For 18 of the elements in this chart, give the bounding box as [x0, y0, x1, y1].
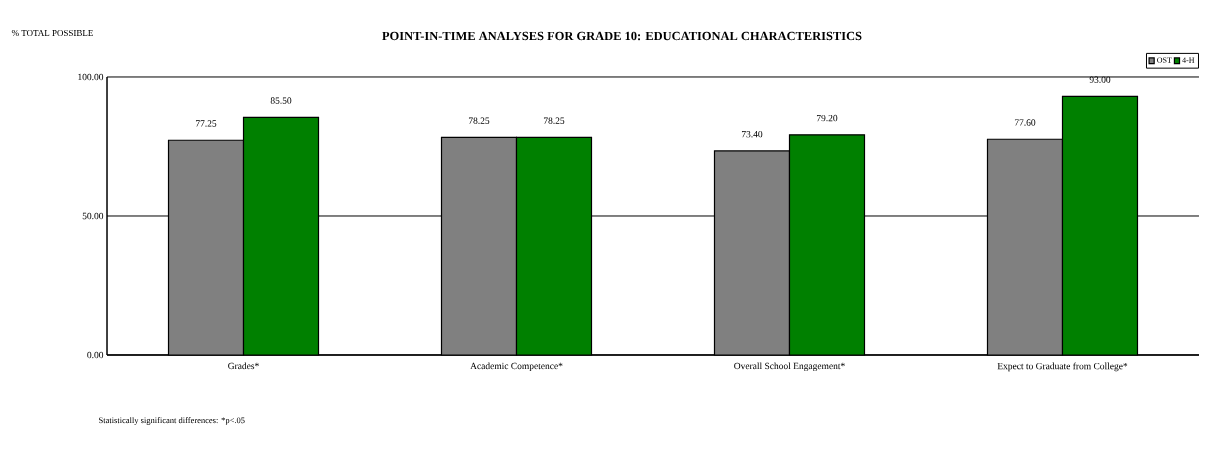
data-label: 85.50 [270, 97, 292, 104]
data-label: 79.20 [816, 114, 838, 122]
x-tick-label: Overall School Engagement* [734, 362, 845, 372]
data-label: 78.25 [543, 117, 565, 124]
data-label: 73.40 [741, 130, 763, 138]
y-tick-label: 0.00 [87, 351, 104, 359]
x-tick-label: Grades* [228, 362, 259, 370]
y-tick-label: 100.00 [78, 73, 104, 81]
x-tick-label: Expect to Graduate from College* [997, 362, 1128, 372]
y-axis-title: % TOTAL POSSIBLE [11, 29, 93, 37]
y-tick-label: 50.00 [82, 212, 104, 220]
data-label: 77.60 [1014, 119, 1036, 126]
chart-title: POINT-IN-TIME ANALYSES FOR GRADE 10: EDUCATIONAL CHARACTERISTICS [382, 31, 862, 41]
data-label: 78.25 [468, 117, 490, 124]
x-tick-label: Academic Competence* [470, 362, 563, 372]
data-label: 77.25 [195, 120, 217, 127]
data-label: 93.00 [1089, 76, 1111, 83]
text: Statistically significant differences: *p<.05 [99, 417, 245, 425]
